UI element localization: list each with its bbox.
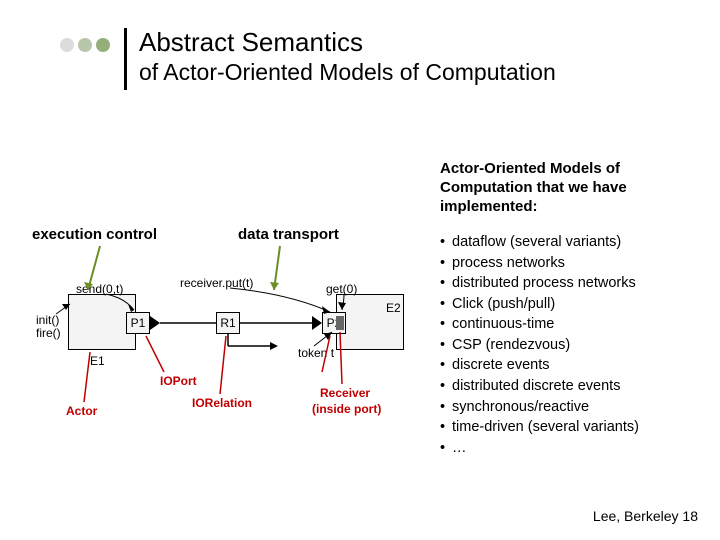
list-item-text: distributed process networks (452, 273, 636, 294)
bullet-icon (60, 38, 74, 52)
bullet-icon: • (440, 355, 452, 376)
list-item: •synchronous/reactive (440, 397, 710, 418)
list-item-text: process networks (452, 253, 565, 274)
bullet-icon: • (440, 438, 452, 459)
list-item: •time-driven (several variants) (440, 417, 710, 438)
list-item: •Click (push/pull) (440, 294, 710, 315)
bullet-icon (78, 38, 92, 52)
bullet-icon (96, 38, 110, 52)
list-item: •process networks (440, 253, 710, 274)
list-item: •continuous-time (440, 314, 710, 335)
title-line2: of Actor-Oriented Models of Computation (139, 59, 556, 87)
list-item-text: Click (push/pull) (452, 294, 555, 315)
list-item-text: … (452, 438, 467, 459)
bullet-icon: • (440, 314, 452, 335)
list-item-text: continuous-time (452, 314, 554, 335)
list-item: •… (440, 438, 710, 459)
intro-text: Actor-Oriented Models of Computation tha… (440, 160, 700, 216)
bullet-icon: • (440, 397, 452, 418)
ptr-receiver (340, 332, 342, 384)
port-branch (270, 342, 278, 350)
list-item-text: distributed discrete events (452, 376, 620, 397)
list-item: •dataflow (several variants) (440, 232, 710, 253)
bullet-icon: • (440, 376, 452, 397)
title-block: Abstract Semantics of Actor-Oriented Mod… (60, 28, 556, 90)
ptr-iorel (220, 336, 226, 394)
title-divider (124, 28, 127, 90)
actor-diagram: init() fire() E1 E2 P1 R1 P2 send(0,t) r… (30, 246, 430, 446)
moc-list: •dataflow (several variants)•process net… (440, 232, 710, 458)
list-item-text: synchronous/reactive (452, 397, 589, 418)
list-item-text: CSP (rendezvous) (452, 335, 570, 356)
label-execution-control: execution control (32, 226, 157, 243)
arrowhead-data (270, 282, 279, 290)
list-item: •distributed discrete events (440, 376, 710, 397)
port-p2-in (312, 316, 322, 330)
bullet-icon: • (440, 232, 452, 253)
list-item-text: time-driven (several variants) (452, 417, 639, 438)
list-item: •discrete events (440, 355, 710, 376)
title-text: Abstract Semantics of Actor-Oriented Mod… (139, 28, 556, 86)
list-item-text: dataflow (several variants) (452, 232, 621, 253)
ptr-actor (84, 352, 90, 402)
bullet-icon: • (440, 273, 452, 294)
footer-credit: Lee, Berkeley 18 (593, 508, 698, 524)
ptr-ioport (146, 336, 164, 372)
ptr-ioport2 (322, 336, 330, 372)
list-item: •distributed process networks (440, 273, 710, 294)
bullet-icon: • (440, 294, 452, 315)
port-p1-out (150, 316, 160, 330)
list-item: •CSP (rendezvous) (440, 335, 710, 356)
title-line1: Abstract Semantics (139, 28, 556, 57)
title-bullets (60, 38, 114, 52)
label-data-transport: data transport (238, 226, 339, 243)
list-item-text: discrete events (452, 355, 550, 376)
bullet-icon: • (440, 335, 452, 356)
diagram-svg (30, 246, 430, 446)
arrowhead-exec (84, 282, 93, 290)
bullet-icon: • (440, 253, 452, 274)
bullet-icon: • (440, 417, 452, 438)
arrow-put (230, 288, 330, 312)
